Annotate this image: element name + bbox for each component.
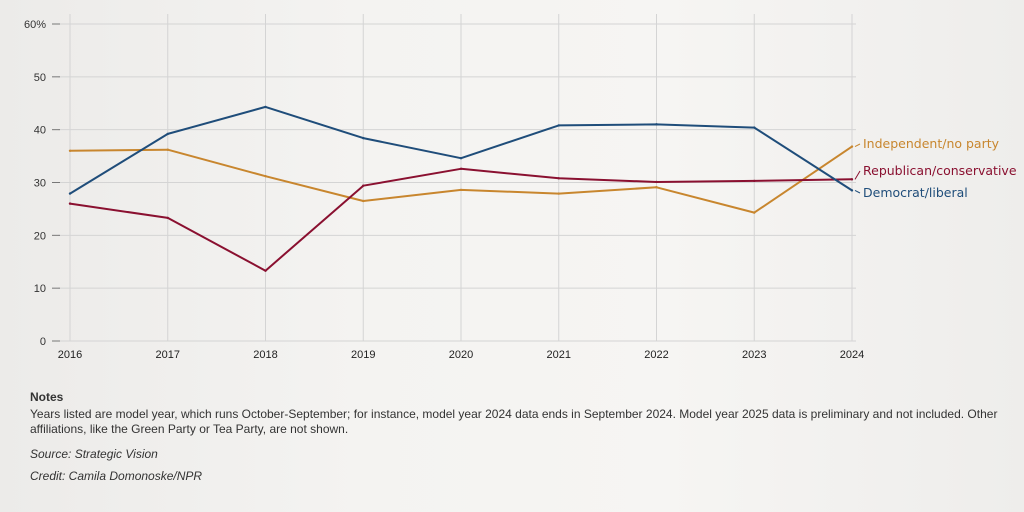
data-point-democrat-liberal bbox=[753, 126, 756, 129]
data-point-independent-no-party bbox=[166, 148, 169, 151]
data-point-independent-no-party bbox=[655, 186, 658, 189]
x-tick-label: 2023 bbox=[742, 349, 766, 361]
data-point-independent-no-party bbox=[264, 174, 267, 178]
x-axis: 2016 2017 2018 2019 2020 2021 2022 2023 2024 bbox=[58, 349, 864, 361]
y-tick-label: 30 bbox=[34, 178, 46, 190]
series-label-democrat-liberal: Democrat/liberal bbox=[863, 185, 968, 200]
y-tick-label: 10 bbox=[34, 283, 46, 295]
label-leader-republican-conservative bbox=[854, 170, 861, 180]
series-label-republican-conservative: Republican/conservative bbox=[863, 163, 1017, 178]
data-point-republican-conservative bbox=[655, 180, 658, 184]
x-tick-label: 2020 bbox=[449, 349, 473, 361]
notes-section: Notes Years listed are model year, which… bbox=[30, 390, 1000, 484]
data-point-republican-conservative bbox=[557, 177, 560, 180]
data-point-democrat-liberal bbox=[264, 105, 267, 109]
notes-title: Notes bbox=[30, 390, 64, 404]
x-tick-label: 2018 bbox=[253, 349, 277, 361]
data-point-republican-conservative bbox=[264, 269, 267, 272]
data-point-independent-no-party bbox=[557, 192, 560, 195]
y-tick-label: 50 bbox=[34, 72, 46, 84]
label-leader-democrat-liberal bbox=[854, 189, 861, 194]
data-point-independent-no-party bbox=[850, 145, 854, 148]
data-point-independent-no-party bbox=[459, 188, 463, 192]
data-point-republican-conservative bbox=[850, 178, 854, 181]
data-point-democrat-liberal bbox=[850, 189, 854, 192]
series-label-independent-no-party: Independent/no party bbox=[863, 136, 1000, 151]
data-point-independent-no-party bbox=[68, 149, 72, 152]
y-axis: 0 10 20 30 40 50 60% bbox=[24, 19, 60, 348]
data-point-democrat-liberal bbox=[166, 132, 169, 136]
y-tick-label: 40 bbox=[34, 125, 46, 137]
data-point-democrat-liberal bbox=[459, 156, 463, 160]
x-tick-label: 2016 bbox=[58, 349, 82, 361]
x-tick-label: 2022 bbox=[644, 349, 668, 361]
data-point-independent-no-party bbox=[753, 211, 756, 214]
label-leader-independent-no-party bbox=[854, 143, 861, 148]
y-tick-label: 60% bbox=[24, 19, 46, 31]
data-point-democrat-liberal bbox=[655, 123, 658, 126]
data-point-democrat-liberal bbox=[557, 124, 560, 127]
x-tick-label: 2017 bbox=[156, 349, 180, 361]
x-tick-label: 2021 bbox=[547, 349, 571, 361]
series-labels: Independent/no party Republican/conservat… bbox=[854, 136, 1017, 200]
source-text: Source: Strategic Vision bbox=[30, 447, 158, 461]
credit-text: Credit: Camila Domonoske/NPR bbox=[30, 469, 203, 483]
data-point-independent-no-party bbox=[362, 199, 365, 203]
x-tick-label: 2024 bbox=[840, 349, 864, 361]
notes-body: Years listed are model year, which runs … bbox=[30, 407, 998, 436]
data-point-republican-conservative bbox=[68, 202, 72, 205]
y-tick-label: 20 bbox=[34, 230, 46, 242]
data-point-republican-conservative bbox=[166, 216, 169, 220]
x-tick-label: 2019 bbox=[351, 349, 375, 361]
gridlines bbox=[58, 14, 856, 342]
data-point-republican-conservative bbox=[753, 179, 756, 183]
data-point-democrat-liberal bbox=[362, 136, 365, 140]
data-point-democrat-liberal bbox=[68, 192, 72, 195]
y-tick-label: 0 bbox=[40, 336, 46, 348]
data-point-republican-conservative bbox=[459, 167, 463, 170]
series-lines bbox=[68, 105, 854, 272]
data-point-republican-conservative bbox=[362, 184, 365, 187]
